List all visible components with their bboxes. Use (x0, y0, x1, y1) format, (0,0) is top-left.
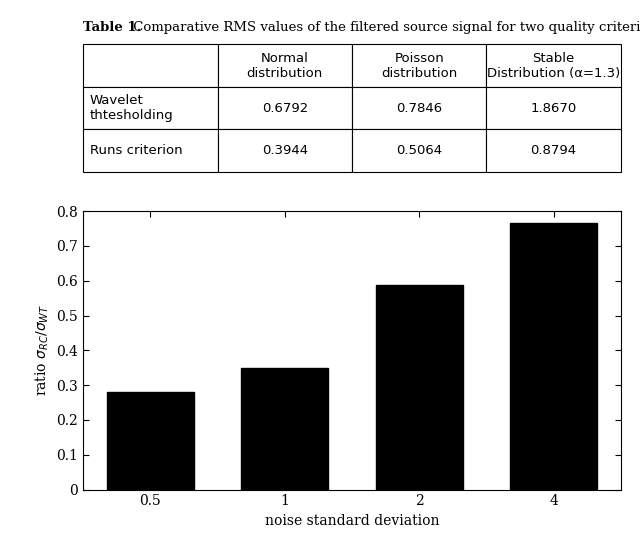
Text: Comparative RMS values of the filtered source signal for two quality criteria: Comparative RMS values of the filtered s… (129, 21, 640, 34)
Y-axis label: ratio $\sigma_{RC}/\sigma_{WT}$: ratio $\sigma_{RC}/\sigma_{WT}$ (33, 304, 51, 397)
Bar (510, 223, 597, 490)
Text: Table 1.: Table 1. (83, 21, 141, 34)
Bar (241, 368, 328, 490)
X-axis label: noise standard deviation: noise standard deviation (265, 514, 439, 528)
Bar (376, 285, 463, 490)
Bar (107, 392, 194, 490)
